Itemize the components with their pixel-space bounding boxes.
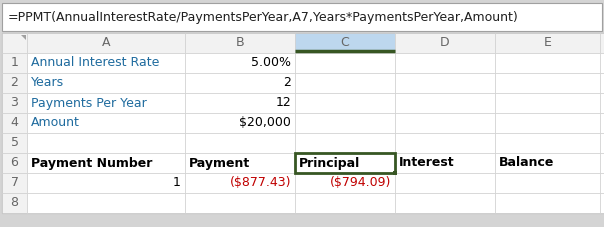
Text: E: E xyxy=(544,37,551,49)
Bar xyxy=(27,93,185,113)
Bar xyxy=(295,193,395,213)
Bar xyxy=(395,113,495,133)
Bar xyxy=(600,73,604,93)
Text: B: B xyxy=(236,37,244,49)
Bar xyxy=(2,33,604,213)
Text: Amount: Amount xyxy=(31,116,80,129)
Bar xyxy=(600,53,604,73)
Bar xyxy=(395,193,495,213)
Text: 5.00%: 5.00% xyxy=(251,57,291,69)
Bar xyxy=(295,93,395,113)
Text: A: A xyxy=(101,37,111,49)
Bar xyxy=(395,73,495,93)
Bar xyxy=(185,153,295,173)
Polygon shape xyxy=(21,35,26,40)
Bar xyxy=(185,53,295,73)
Text: Payment: Payment xyxy=(189,156,250,170)
Bar xyxy=(393,171,397,175)
Text: D: D xyxy=(440,37,450,49)
Bar xyxy=(395,173,495,193)
Bar xyxy=(185,173,295,193)
Bar xyxy=(295,73,395,93)
Bar xyxy=(395,133,495,153)
Bar xyxy=(600,113,604,133)
Text: 4: 4 xyxy=(10,116,19,129)
Bar xyxy=(395,33,495,53)
Bar xyxy=(27,153,185,173)
Text: 2: 2 xyxy=(283,76,291,89)
Bar xyxy=(600,33,604,53)
Text: ($877.43): ($877.43) xyxy=(230,177,291,190)
Text: Principal: Principal xyxy=(299,156,360,170)
Bar xyxy=(2,173,27,193)
Bar xyxy=(600,153,604,173)
Text: Balance: Balance xyxy=(499,156,554,170)
Text: 12: 12 xyxy=(275,96,291,109)
Bar xyxy=(27,113,185,133)
Text: Interest: Interest xyxy=(399,156,455,170)
Bar xyxy=(185,33,295,53)
Bar xyxy=(495,193,600,213)
Bar xyxy=(2,33,27,53)
Bar xyxy=(495,133,600,153)
Bar xyxy=(395,153,495,173)
Bar xyxy=(2,153,27,173)
Text: Annual Interest Rate: Annual Interest Rate xyxy=(31,57,159,69)
Bar xyxy=(2,73,27,93)
Text: =PPMT(AnnualInterestRate/PaymentsPerYear,A7,Years*PaymentsPerYear,Amount): =PPMT(AnnualInterestRate/PaymentsPerYear… xyxy=(8,10,519,24)
Bar xyxy=(495,173,600,193)
Text: Years: Years xyxy=(31,76,64,89)
Bar xyxy=(27,193,185,213)
Bar xyxy=(395,53,495,73)
Bar xyxy=(2,53,27,73)
Bar xyxy=(295,133,395,153)
Bar xyxy=(2,133,27,153)
Text: 6: 6 xyxy=(10,156,19,170)
Bar xyxy=(27,33,185,53)
Text: ($794.09): ($794.09) xyxy=(330,177,391,190)
Text: C: C xyxy=(341,37,349,49)
Bar xyxy=(495,153,600,173)
Bar xyxy=(27,73,185,93)
Bar xyxy=(495,113,600,133)
Text: 1: 1 xyxy=(10,57,19,69)
Text: 1: 1 xyxy=(173,177,181,190)
Text: Payments Per Year: Payments Per Year xyxy=(31,96,147,109)
Bar xyxy=(600,93,604,113)
Bar xyxy=(295,113,395,133)
Bar xyxy=(395,93,495,113)
Bar xyxy=(185,193,295,213)
Text: $20,000: $20,000 xyxy=(239,116,291,129)
Bar xyxy=(27,53,185,73)
Bar xyxy=(495,33,600,53)
Text: 2: 2 xyxy=(10,76,19,89)
Bar xyxy=(185,133,295,153)
Bar xyxy=(295,33,395,53)
Text: 3: 3 xyxy=(10,96,19,109)
Text: 8: 8 xyxy=(10,197,19,210)
Bar xyxy=(495,73,600,93)
Bar xyxy=(495,53,600,73)
Text: Payment Number: Payment Number xyxy=(31,156,152,170)
Text: 5: 5 xyxy=(10,136,19,150)
Bar xyxy=(600,133,604,153)
Bar xyxy=(600,173,604,193)
Bar xyxy=(2,113,27,133)
Bar xyxy=(185,93,295,113)
Bar xyxy=(295,53,395,73)
Bar xyxy=(600,193,604,213)
Bar xyxy=(2,3,602,31)
Bar xyxy=(185,113,295,133)
Bar xyxy=(27,173,185,193)
Bar xyxy=(2,93,27,113)
Bar xyxy=(295,153,395,173)
Bar xyxy=(295,173,395,193)
Text: 7: 7 xyxy=(10,177,19,190)
Bar xyxy=(27,133,185,153)
Bar xyxy=(295,153,395,173)
Bar xyxy=(2,193,27,213)
Bar xyxy=(185,73,295,93)
Bar xyxy=(495,93,600,113)
